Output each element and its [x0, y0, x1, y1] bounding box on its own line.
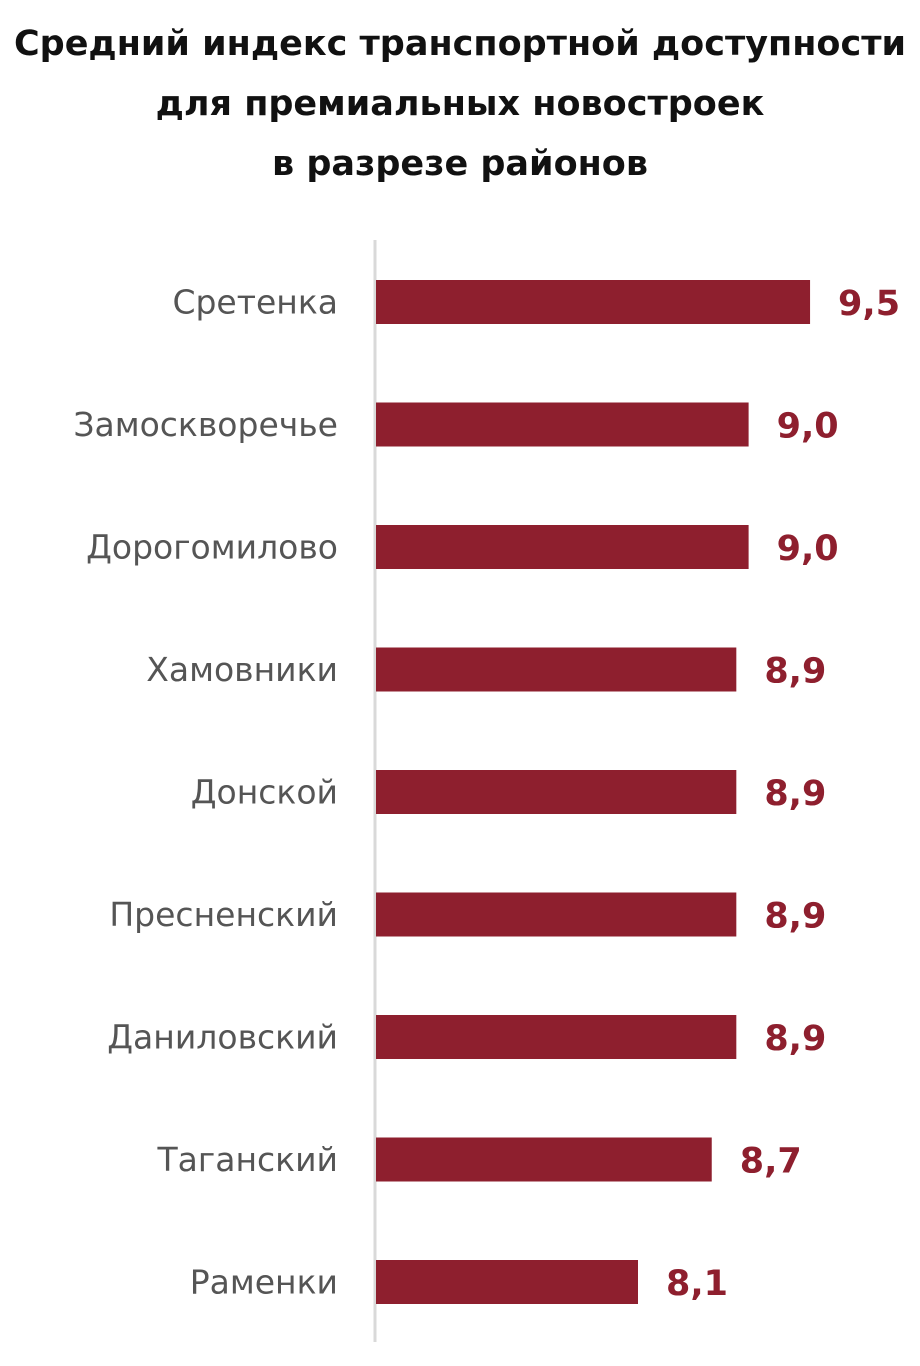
value-label: 8,9: [764, 897, 826, 937]
category-label: Раменки: [190, 1263, 338, 1302]
category-label: Даниловский: [107, 1018, 338, 1057]
bar: [376, 892, 737, 937]
category-label: Дорогомилово: [86, 528, 338, 567]
category-label: Хамовники: [146, 650, 338, 689]
chart-title: Средний индекс транспортной доступности …: [0, 14, 920, 194]
bar: [376, 770, 737, 814]
bar: [376, 1260, 638, 1304]
bar: [376, 402, 749, 447]
chart-title-line-2: для премиальных новостроек: [155, 84, 765, 124]
category-label: Таганский: [157, 1140, 339, 1179]
bar: [376, 280, 811, 324]
value-label: 9,0: [777, 529, 839, 569]
value-label: 9,5: [838, 284, 900, 324]
chart-title-line-3: в разрезе районов: [271, 144, 648, 184]
value-label: 8,9: [764, 774, 826, 814]
value-label: 8,7: [740, 1142, 802, 1182]
category-label: Сретенка: [172, 283, 338, 322]
category-label: Пресненский: [109, 895, 338, 934]
value-label: 8,9: [764, 1019, 826, 1059]
bar: [376, 1015, 737, 1059]
category-label: Донской: [191, 773, 338, 812]
value-label: 9,0: [777, 407, 839, 447]
category-label: Замоскворечье: [73, 405, 338, 444]
bar: [376, 525, 749, 569]
value-label: 8,9: [764, 652, 826, 692]
value-label: 8,1: [666, 1264, 728, 1304]
chart-title-line-1: Средний индекс транспортной доступности: [13, 24, 907, 64]
bar: [376, 647, 737, 692]
bar: [376, 1137, 712, 1182]
